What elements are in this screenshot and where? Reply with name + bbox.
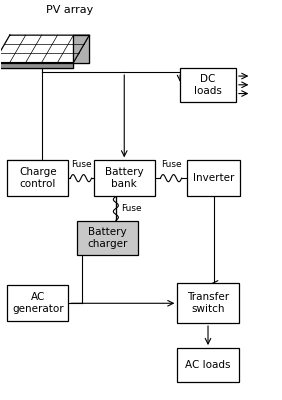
- FancyBboxPatch shape: [77, 221, 138, 255]
- Polygon shape: [0, 35, 89, 62]
- Text: Fuse: Fuse: [161, 160, 181, 170]
- FancyBboxPatch shape: [177, 348, 239, 382]
- Polygon shape: [0, 62, 73, 68]
- FancyBboxPatch shape: [7, 286, 69, 321]
- Text: DC
loads: DC loads: [194, 74, 222, 96]
- Text: Inverter: Inverter: [193, 173, 234, 183]
- Text: Battery
charger: Battery charger: [87, 227, 128, 248]
- FancyBboxPatch shape: [187, 160, 240, 196]
- Text: Fuse: Fuse: [121, 204, 142, 213]
- Text: AC
generator: AC generator: [12, 292, 63, 314]
- FancyBboxPatch shape: [180, 68, 236, 102]
- Text: AC loads: AC loads: [185, 360, 231, 370]
- FancyBboxPatch shape: [94, 160, 155, 196]
- Text: Fuse: Fuse: [71, 160, 91, 170]
- Text: Transfer
switch: Transfer switch: [187, 292, 229, 314]
- FancyBboxPatch shape: [7, 160, 69, 196]
- Text: PV array: PV array: [46, 5, 93, 15]
- FancyBboxPatch shape: [177, 284, 239, 323]
- Polygon shape: [73, 35, 89, 62]
- Text: Charge
control: Charge control: [19, 167, 56, 189]
- Text: Battery
bank: Battery bank: [105, 167, 144, 189]
